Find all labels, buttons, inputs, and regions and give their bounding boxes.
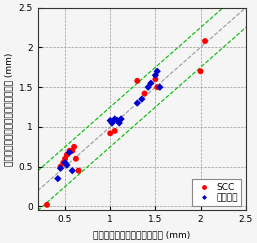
Point [117,121,121,125]
Point [68,150,72,154]
Point [65,153,69,157]
Point [149,81,153,85]
Point [110,121,114,125]
X-axis label: 切断試験で測定したひび深さ (mm): 切断試験で測定したひび深さ (mm) [93,230,190,239]
Point [65,163,69,167]
Point [70,169,74,173]
Point [113,129,117,133]
Y-axis label: レーザ超音波法で測定したひび深さ (mm): レーザ超音波法で測定したひび深さ (mm) [4,52,13,166]
Point [56,177,60,181]
Point [153,77,158,81]
Point [74,157,78,161]
Point [45,203,49,207]
Point [198,69,203,73]
Point [153,73,158,77]
Point [158,85,162,89]
Point [63,161,67,165]
Point [72,145,76,149]
Point [155,85,159,89]
Point [77,169,81,173]
Point [108,131,112,135]
Point [203,39,207,43]
Point [140,97,144,101]
Point [135,79,139,83]
Point [115,119,120,122]
Point [70,149,74,153]
Point [63,157,67,161]
Legend: SCC, スリット: SCC, スリット [192,179,241,206]
Point [135,101,139,105]
Point [68,149,72,153]
Point [142,92,146,95]
Point [113,117,117,121]
Point [155,69,159,73]
Point [59,165,63,169]
Point [108,119,112,122]
Point [59,166,63,170]
Point [146,85,150,89]
Point [61,161,65,165]
Point [119,117,123,121]
